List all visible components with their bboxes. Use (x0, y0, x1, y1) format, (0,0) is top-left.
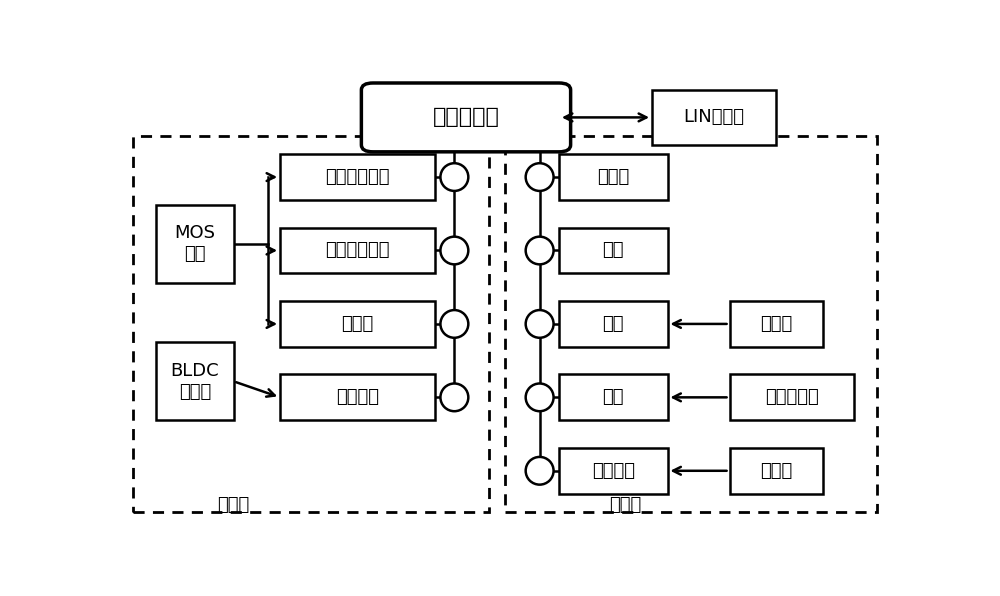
Ellipse shape (440, 310, 468, 338)
Ellipse shape (526, 163, 554, 191)
Text: 温湿度: 温湿度 (597, 168, 629, 186)
Text: BLDC
驱动器: BLDC 驱动器 (170, 362, 219, 401)
Text: 点火油路阀门: 点火油路阀门 (325, 168, 390, 186)
Text: 传感器: 传感器 (609, 496, 641, 514)
Bar (559, 448, 668, 493)
Bar (156, 342, 234, 420)
Ellipse shape (440, 383, 468, 411)
Bar (559, 301, 668, 347)
Text: 执行器: 执行器 (217, 496, 250, 514)
Bar (730, 374, 854, 420)
Text: 压力: 压力 (603, 241, 624, 259)
Bar (559, 154, 668, 200)
Bar (730, 301, 822, 347)
Text: 辅助控制器: 辅助控制器 (433, 107, 499, 128)
Bar (280, 374, 435, 420)
Ellipse shape (440, 237, 468, 265)
FancyBboxPatch shape (361, 83, 571, 152)
Text: 振动: 振动 (603, 315, 624, 333)
Bar (505, 136, 877, 512)
Bar (559, 228, 668, 274)
Text: 起动电机: 起动电机 (336, 389, 379, 406)
Bar (280, 154, 435, 200)
Text: MOS
驱动: MOS 驱动 (174, 224, 215, 263)
Bar (559, 374, 668, 420)
Ellipse shape (526, 457, 554, 485)
Text: 转速: 转速 (603, 389, 624, 406)
Bar (280, 301, 435, 347)
Text: 麦克风: 麦克风 (760, 315, 792, 333)
Bar (730, 448, 822, 493)
Text: 热电偶: 热电偶 (760, 462, 792, 480)
Bar (133, 136, 489, 512)
Ellipse shape (526, 237, 554, 265)
Bar (156, 204, 234, 283)
Text: 磁阻传感器: 磁阻传感器 (765, 389, 818, 406)
Text: 主燃油路阀门: 主燃油路阀门 (325, 241, 390, 259)
Ellipse shape (526, 310, 554, 338)
Text: LIN收发器: LIN收发器 (684, 108, 744, 126)
Ellipse shape (440, 163, 468, 191)
Text: 排气温度: 排气温度 (592, 462, 635, 480)
Ellipse shape (526, 383, 554, 411)
Text: 点火器: 点火器 (341, 315, 374, 333)
Bar (280, 228, 435, 274)
Bar (652, 90, 776, 145)
